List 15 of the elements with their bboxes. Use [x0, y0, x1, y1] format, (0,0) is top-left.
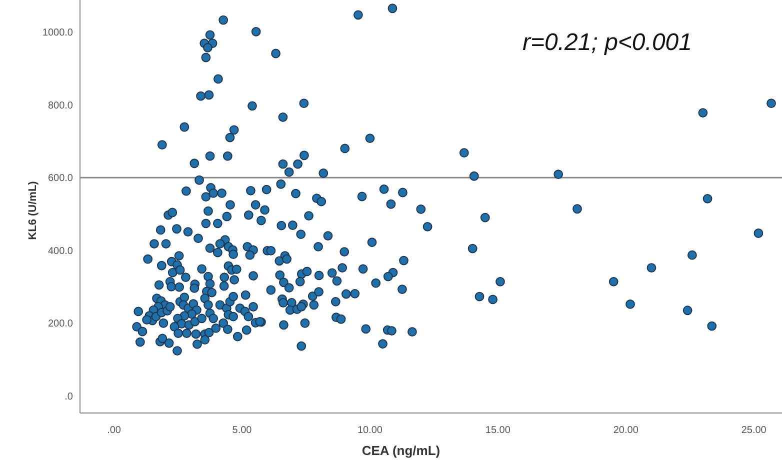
x-tick-label: 25.00: [741, 425, 767, 436]
y-tick-label: .0: [64, 391, 74, 402]
y-tick-label: 600.0: [48, 173, 74, 184]
y-tick-label: 800.0: [48, 100, 74, 112]
x-tick-label: .00: [107, 425, 122, 436]
y-tick-label: 400.0: [48, 246, 74, 257]
annotation: r=0.21; p<0.001: [522, 29, 692, 56]
y-tick-label: 200.0: [48, 318, 74, 330]
x-axis-title: CEA (ng/mL): [362, 443, 440, 458]
x-tick-label: 5.00: [232, 425, 252, 436]
x-tick-label: 20.00: [613, 425, 639, 436]
y-tick-label: 1000.0: [42, 28, 74, 39]
x-tick-label: 10.00: [357, 425, 383, 436]
x-tick-label: 15.00: [485, 425, 511, 436]
y-axis-title: KL6 (U/mL): [27, 180, 39, 240]
